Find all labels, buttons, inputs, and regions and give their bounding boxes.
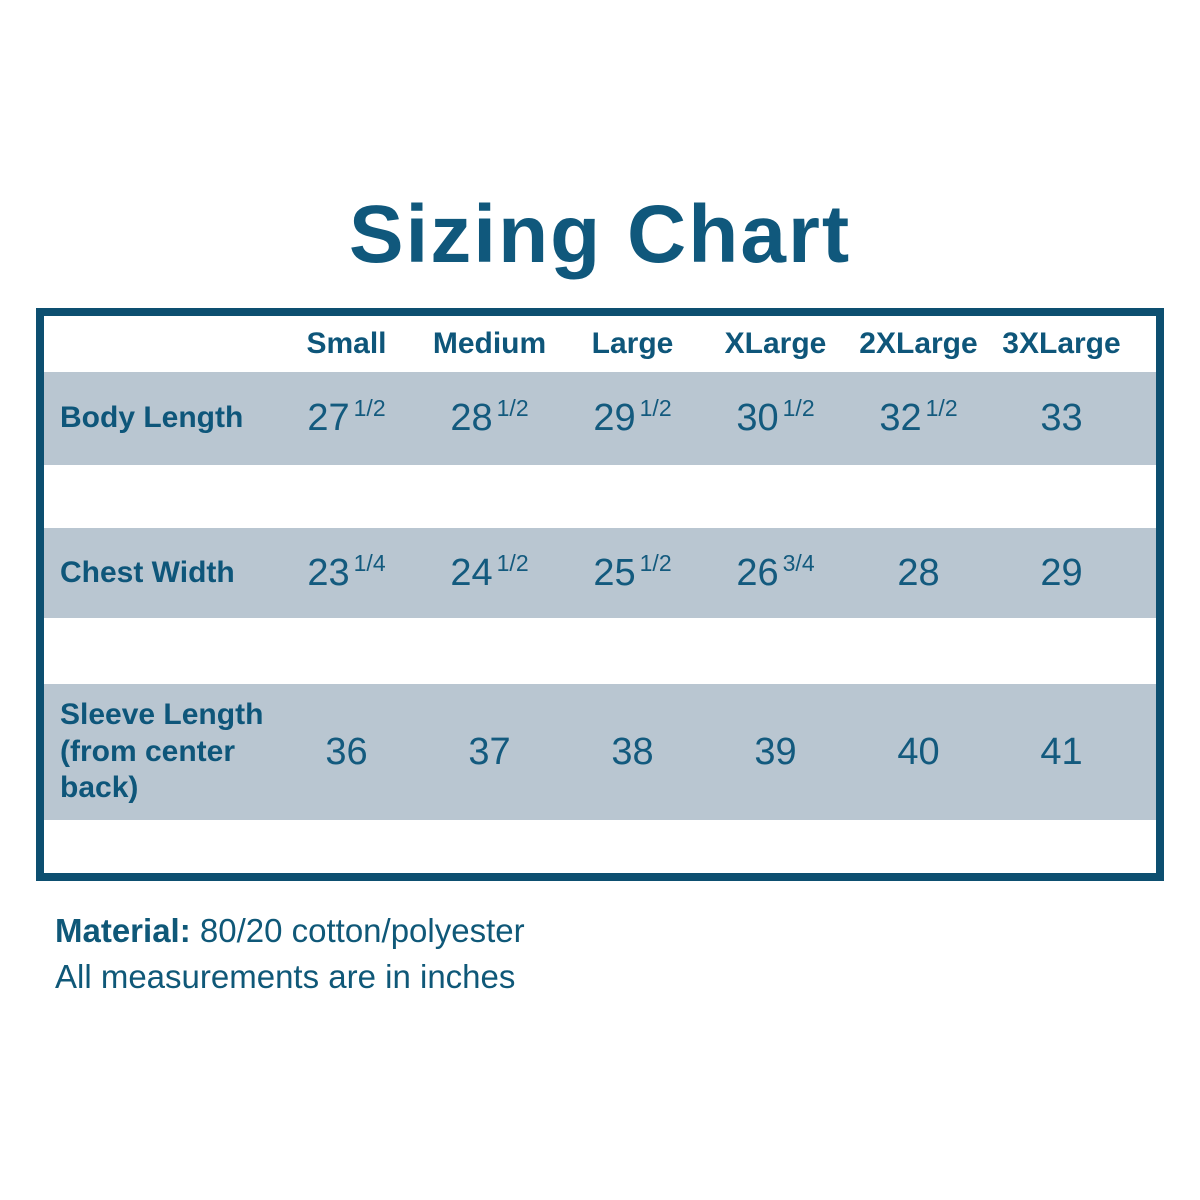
size-value: 37 <box>468 730 511 773</box>
size-value: 24 1/2 <box>450 549 529 594</box>
fraction: 1/2 <box>782 395 815 421</box>
row-label-sleeve-length: Sleeve Length (from center back) <box>60 697 264 805</box>
column-header-large: Large <box>591 327 674 360</box>
fraction: 1/2 <box>496 549 529 576</box>
size-value: 30 1/2 <box>736 395 815 439</box>
row-spacer <box>44 618 1156 684</box>
size-value: 41 <box>1040 730 1083 773</box>
size-value: 33 <box>1040 397 1083 439</box>
fraction: 3/4 <box>782 549 815 576</box>
table-row-sleeve-length: Sleeve Length (from center back) 36 37 3… <box>44 684 1156 820</box>
size-value: 23 1/4 <box>307 549 386 594</box>
size-value: 29 <box>1040 551 1083 594</box>
size-value: 36 <box>325 730 368 773</box>
column-header-small: Small <box>306 327 387 360</box>
size-value: 38 <box>611 730 654 773</box>
row-spacer <box>44 465 1156 528</box>
size-value: 25 1/2 <box>593 549 672 594</box>
column-header-xlarge: XLarge <box>724 327 827 360</box>
size-value: 39 <box>754 730 797 773</box>
fraction: 1/2 <box>353 395 386 421</box>
column-header-2xlarge: 2XLarge <box>859 327 978 360</box>
size-value: 40 <box>897 730 940 773</box>
size-value: 28 1/2 <box>450 395 529 439</box>
fraction: 1/2 <box>925 395 958 421</box>
fraction: 1/2 <box>639 549 672 576</box>
size-value: 32 1/2 <box>879 395 958 439</box>
measurement-note: All measurements are in inches <box>55 957 516 995</box>
material-value: 80/20 cotton/polyester <box>199 912 525 949</box>
size-value: 27 1/2 <box>307 395 386 439</box>
fraction: 1/2 <box>496 395 529 421</box>
table-row-chest-width: Chest Width 23 1/4 24 1/2 25 1/2 26 3/4 28 2… <box>44 528 1156 618</box>
sizing-table: Small Medium Large XLarge 2XLarge 3XLarg… <box>36 308 1164 881</box>
table-row-body-length: Body Length 27 1/2 28 1/2 29 1/2 30 1/2 32 1/… <box>44 372 1156 465</box>
row-label-body-length: Body Length <box>60 401 244 435</box>
fraction: 1/4 <box>353 549 386 576</box>
row-label-chest-width: Chest Width <box>60 555 235 589</box>
size-value: 29 1/2 <box>593 395 672 439</box>
fraction: 1/2 <box>639 395 672 421</box>
size-value: 26 3/4 <box>736 549 815 594</box>
column-header-3xlarge: 3XLarge <box>1002 327 1121 360</box>
footer-notes: Material: 80/20 cotton/polyester All mea… <box>55 908 525 999</box>
table-header-row: Small Medium Large XLarge 2XLarge 3XLarg… <box>44 316 1156 372</box>
page-title: Sizing Chart <box>348 189 852 280</box>
size-value: 28 <box>897 551 940 594</box>
column-header-medium: Medium <box>432 327 547 360</box>
material-line: Material: 80/20 cotton/polyester <box>55 908 525 954</box>
material-label: Material: <box>55 912 191 949</box>
